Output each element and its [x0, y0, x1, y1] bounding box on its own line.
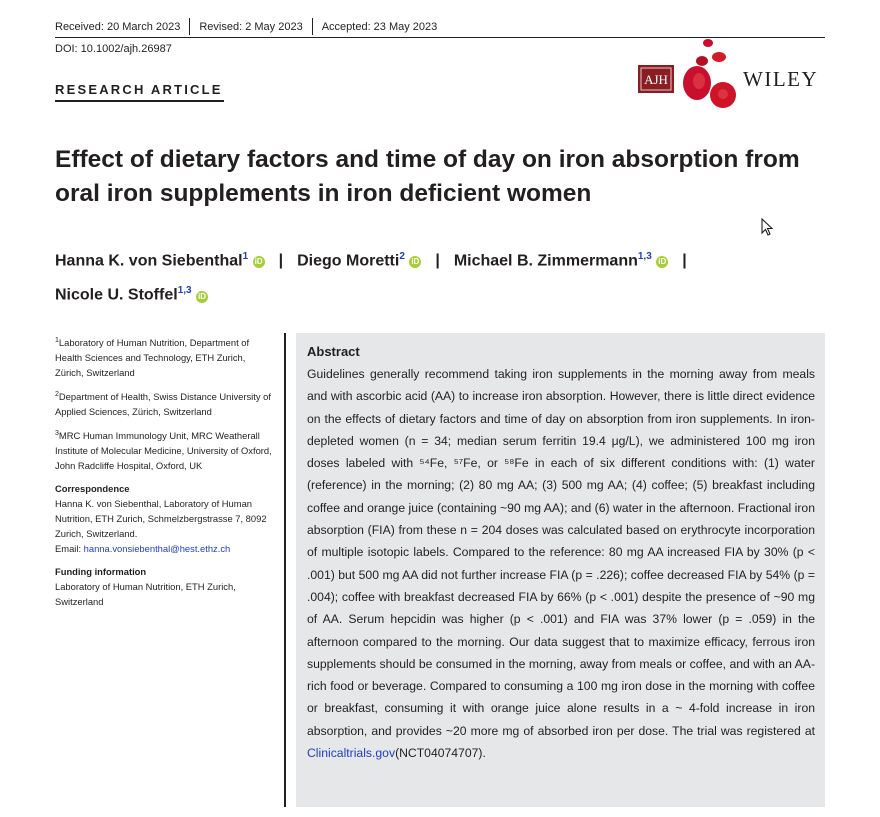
ajh-logo-box: [638, 65, 674, 93]
mouse-cursor-icon: [761, 218, 774, 236]
email-link[interactable]: hanna.vonsiebenthal@hest.ethz.ch: [83, 543, 231, 555]
divider: [189, 18, 191, 35]
article-type: RESEARCH ARTICLE: [55, 82, 223, 97]
correspondence-text: Hanna K. von Siebenthal, Laboratory of H…: [55, 498, 267, 540]
ajh-logo: AJH: [638, 39, 736, 108]
blood-cell-highlight: [693, 73, 705, 89]
email-label: Email:: [55, 543, 82, 555]
abstract: Abstract Guidelines generally recommend …: [307, 343, 815, 764]
affiliation-number: 2: [55, 391, 59, 399]
author-name[interactable]: Nicole U. Stoffel: [55, 286, 178, 304]
affiliation-number: 3: [55, 430, 59, 438]
author-affiliation[interactable]: 1,3: [177, 285, 192, 297]
author-affiliation[interactable]: 1: [242, 251, 249, 262]
divider: [311, 18, 313, 35]
blood-cell-icon: [712, 52, 726, 62]
article-title: Effect of dietary factors and time of da…: [55, 146, 800, 207]
author-affiliation[interactable]: 2: [399, 251, 405, 262]
funding-text: Laboratory of Human Nutrition, ETH Zuric…: [55, 581, 236, 608]
author-separator: |: [682, 252, 687, 270]
orcid-icon[interactable]: iD: [196, 290, 209, 303]
abstract-divider: [284, 333, 286, 807]
affiliation: 1Laboratory of Human Nutrition, Departme…: [55, 333, 275, 380]
author-affiliation[interactable]: 1,3: [637, 251, 652, 262]
blood-cell-icon: [703, 39, 713, 47]
ajh-logo-frame: [640, 67, 672, 91]
received-date: Received: 20 March 2023: [55, 20, 181, 33]
accepted-date: Accepted: 23 May 2023: [321, 20, 438, 33]
funding-heading: Funding information: [55, 566, 147, 578]
author-name[interactable]: Diego Moretti: [297, 252, 400, 270]
header-rule: [55, 37, 825, 38]
revised-date: Revised: 2 May 2023: [199, 20, 303, 33]
affiliation: 3MRC Human Immunology Unit, MRC Weathera…: [55, 426, 275, 473]
affiliation-text: Laboratory of Human Nutrition, Departmen…: [55, 337, 250, 379]
author-separator: |: [278, 252, 284, 270]
publisher-logo: WILEY: [743, 67, 819, 91]
orcid-icon[interactable]: iD: [409, 256, 422, 269]
affiliation: 2Department of Health, Swiss Distance Un…: [55, 387, 275, 419]
publication-dates: Received: 20 March 2023 Revised: 2 May 2…: [55, 18, 437, 35]
author-separator: |: [435, 252, 440, 270]
affiliation-number: 1: [55, 337, 59, 344]
correspondence-heading: Correspondence: [55, 483, 130, 495]
orcid-icon[interactable]: iD: [252, 256, 265, 269]
affiliation-text: Department of Health, Swiss Distance Uni…: [55, 391, 271, 418]
author-name[interactable]: Hanna K. von Siebenthal: [55, 252, 243, 270]
blood-cell-highlight: [718, 89, 728, 99]
trial-registry-link[interactable]: Clinicaltrials.gov: [307, 746, 396, 761]
sidebar: 1Laboratory of Human Nutrition, Departme…: [55, 333, 275, 616]
author-name[interactable]: Michael B. Zimmermann: [453, 252, 638, 270]
abstract-box: Abstract Guidelines generally recommend …: [296, 333, 825, 807]
doi: DOI: 10.1002/ajh.26987: [55, 43, 172, 55]
abstract-heading: Abstract: [307, 344, 360, 359]
correspondence: Hanna K. von Siebenthal, Laboratory of H…: [55, 496, 275, 556]
affiliation-text: MRC Human Immunology Unit, MRC Weatheral…: [55, 430, 272, 472]
blood-cell-icon: [696, 56, 708, 66]
article-type-underline: [55, 100, 224, 102]
trial-id: (NCT04074707).: [395, 746, 486, 761]
author-list: Hanna K. von Siebenthal1 iD | Diego Morett…: [55, 242, 815, 311]
orcid-icon[interactable]: iD: [656, 256, 669, 269]
ajh-logo-text: AJH: [644, 72, 668, 87]
abstract-body: Guidelines generally recommend taking ir…: [307, 367, 815, 738]
